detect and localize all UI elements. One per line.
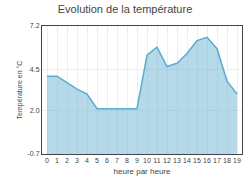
svg-text:12: 12 (163, 157, 171, 164)
svg-text:2.0: 2.0 (30, 107, 40, 114)
svg-text:4: 4 (85, 157, 89, 164)
svg-text:17: 17 (213, 157, 221, 164)
svg-text:4.5: 4.5 (30, 66, 40, 73)
svg-text:19: 19 (233, 157, 241, 164)
svg-text:9: 9 (135, 157, 139, 164)
svg-text:-0.7: -0.7 (28, 150, 40, 157)
svg-text:14: 14 (183, 157, 191, 164)
svg-text:heure par heure: heure par heure (114, 167, 171, 176)
svg-text:8: 8 (125, 157, 129, 164)
svg-text:0: 0 (45, 157, 49, 164)
svg-text:6: 6 (105, 157, 109, 164)
svg-text:10: 10 (143, 157, 151, 164)
svg-text:5: 5 (95, 157, 99, 164)
svg-text:2: 2 (65, 157, 69, 164)
svg-text:Température en °C: Température en °C (16, 61, 24, 120)
svg-text:13: 13 (173, 157, 181, 164)
svg-text:7: 7 (115, 157, 119, 164)
svg-text:11: 11 (153, 157, 160, 164)
svg-text:7.2: 7.2 (30, 22, 40, 29)
svg-text:1: 1 (55, 157, 59, 164)
svg-text:3: 3 (75, 157, 79, 164)
svg-text:16: 16 (203, 157, 211, 164)
svg-text:15: 15 (193, 157, 201, 164)
svg-text:Evolution de la température: Evolution de la température (58, 3, 193, 15)
svg-text:18: 18 (223, 157, 231, 164)
